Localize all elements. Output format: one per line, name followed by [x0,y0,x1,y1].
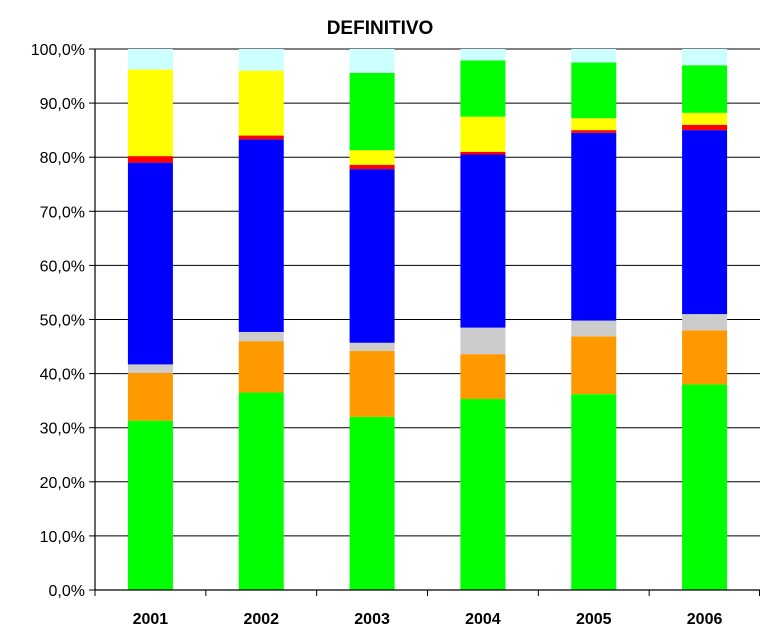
x-tick-label: 2004 [465,611,501,628]
y-tick-label: 80,0% [40,150,85,167]
bar-segment [460,354,506,400]
bar-segment [682,65,728,113]
y-tick-label: 50,0% [40,313,85,330]
y-tick-label: 100,0% [31,42,85,59]
bar-segment [238,135,284,140]
y-tick-label: 30,0% [40,421,85,438]
bar-segment [127,420,173,590]
bar-segment [349,169,395,343]
bar-segment [238,139,284,332]
bar-segment [571,320,617,337]
bar-segment [682,384,728,590]
x-tick-label: 2005 [576,611,612,628]
y-tick-label: 90,0% [40,96,85,113]
x-tick-label: 2001 [133,611,169,628]
bar-segment [349,49,395,73]
bar-segment [127,162,173,365]
bar-segment [127,49,173,70]
bar-segment [349,150,395,165]
bar-segment [460,49,506,61]
bar-segment [349,342,395,351]
bar-segment [238,49,284,71]
bar-segment [460,327,506,355]
y-tick-label: 10,0% [40,529,85,546]
x-tick-label: 2003 [354,611,390,628]
bar-segment [682,49,728,66]
bar-segment [127,156,173,163]
bar-segment [682,130,728,315]
bar-segment [682,124,728,131]
bar-segment [682,112,728,125]
bar-segment [571,49,617,63]
y-tick-label: 70,0% [40,204,85,221]
bar-segment [571,118,617,131]
bar-segment [571,130,617,133]
bar-segment [127,373,173,421]
x-tick-label: 2006 [687,611,723,628]
bar-segment [238,70,284,136]
bar-segment [127,364,173,374]
bar-segment [238,341,284,393]
y-tick-label: 0,0% [49,583,85,600]
bar-segment [460,399,506,590]
chart-title: DEFINITIVO [326,18,434,39]
bar-segment [349,164,395,170]
bar-segment [571,62,617,119]
bar-segment [349,416,395,590]
bar-segment [460,151,506,155]
y-tick-label: 20,0% [40,475,85,492]
y-tick-label: 60,0% [40,258,85,275]
y-tick-label: 40,0% [40,367,85,384]
bar-segment [682,330,728,385]
bar-segment [238,331,284,342]
bar-segment [460,116,506,152]
bar-segment [460,60,506,117]
bar-segment [571,132,617,321]
bar-segment [349,72,395,151]
bar-segment [571,336,617,395]
bar-segment [682,314,728,331]
bar-segment [571,394,617,590]
bar-segment [349,350,395,417]
bar-segment [460,154,506,328]
x-tick-label: 2002 [243,611,279,628]
bar-segment [127,69,173,157]
bar-segment [238,392,284,590]
